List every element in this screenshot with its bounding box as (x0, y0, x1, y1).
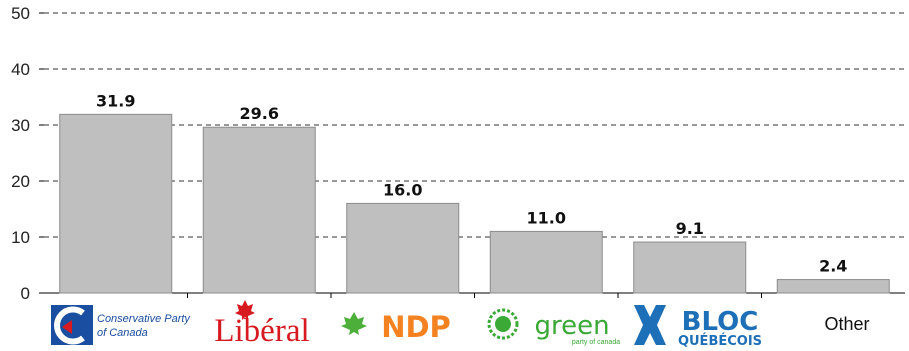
y-axis-ticks: 0 10 20 30 40 50 (11, 4, 44, 303)
data-label: 29.6 (240, 104, 279, 123)
gridlines (44, 12, 905, 238)
data-label: 11.0 (527, 208, 566, 227)
bar (776, 279, 890, 294)
bar (59, 113, 173, 294)
category-label-green: green party of canada (487, 308, 620, 346)
y-tick-label: 0 (21, 284, 30, 303)
bloc-fleur-icon (634, 305, 666, 345)
y-tick-label: 50 (11, 4, 30, 23)
y-tick-label: 20 (11, 172, 30, 191)
bars: 31.9 29.6 16.0 11.0 9.1 2.4 (59, 91, 890, 294)
other-label: Other (824, 314, 869, 334)
data-label: 9.1 (676, 219, 704, 238)
bar (346, 202, 460, 294)
ndp-leaf-icon (341, 312, 367, 335)
green-sublabel: party of canada (572, 339, 620, 346)
green-label: green (534, 311, 609, 341)
liberal-label: Libéral (214, 313, 309, 349)
bar (633, 241, 747, 294)
bar (202, 126, 316, 294)
x-axis-category-ticks (187, 293, 762, 298)
y-tick-label: 30 (11, 116, 30, 135)
category-label-other: Other (824, 314, 869, 334)
conservative-label-line2: of Canada (97, 327, 148, 339)
category-label-ndp: NDP (341, 310, 451, 344)
green-sunflower-icon (487, 308, 519, 340)
data-label: 2.4 (819, 257, 847, 276)
bloc-label-line1: BLOC (682, 307, 759, 337)
ndp-label: NDP (381, 310, 451, 344)
bloc-label-line2: QUÉBÉCOIS (678, 333, 762, 349)
y-tick-label: 10 (11, 228, 30, 247)
conservative-label-line1: Conservative Party (97, 313, 191, 325)
maple-leaf-icon (235, 300, 255, 320)
data-label: 31.9 (96, 91, 135, 110)
category-label-liberal: Libéral (214, 300, 310, 349)
y-tick-label: 40 (11, 60, 30, 79)
category-label-bloc: BLOC QUÉBÉCOIS (634, 305, 762, 349)
data-label: 16.0 (383, 180, 422, 199)
bar (489, 230, 603, 294)
category-label-conservative: Conservative Party of Canada (51, 305, 191, 345)
conservative-logo-icon (51, 305, 93, 345)
